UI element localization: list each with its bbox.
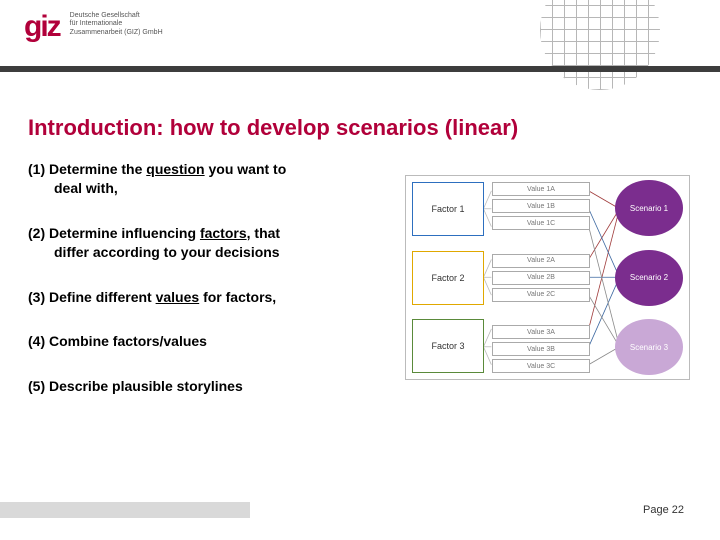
step-num: (3) <box>28 289 45 305</box>
value-box: Value 3B <box>492 342 590 356</box>
header-rule <box>0 66 720 72</box>
step-1: (1) Determine the question you want to d… <box>28 160 388 198</box>
step-text: you want to <box>205 161 287 177</box>
step-text: Describe plausible storylines <box>45 378 243 394</box>
footer-bar <box>0 502 250 518</box>
factors-column: Factor 1 Factor 2 Factor 3 <box>412 182 484 373</box>
value-box: Value 2A <box>492 254 590 268</box>
step-text: for factors, <box>199 289 276 305</box>
values-column: Value 1A Value 1B Value 1C Value 2A Valu… <box>492 182 590 373</box>
step-text: , that <box>247 225 280 241</box>
step-line2: deal with, <box>28 179 388 198</box>
scenario-bubble: Scenario 1 <box>615 180 683 236</box>
factor-box: Factor 2 <box>412 251 484 305</box>
step-4: (4) Combine factors/values <box>28 332 388 351</box>
value-group: Value 3A Value 3B Value 3C <box>492 325 590 373</box>
logo-text-line: Zusammenarbeit (GIZ) GmbH <box>70 29 163 37</box>
scenario-diagram: Factor 1 Factor 2 Factor 3 Value 1A Valu… <box>405 175 690 380</box>
step-text: Define different <box>45 289 155 305</box>
step-5: (5) Describe plausible storylines <box>28 377 388 396</box>
scenario-bubble: Scenario 3 <box>615 319 683 375</box>
value-box: Value 1C <box>492 216 590 230</box>
scenarios-column: Scenario 1 Scenario 2 Scenario 3 <box>615 180 685 375</box>
step-num: (5) <box>28 378 45 394</box>
step-3: (3) Define different values for factors, <box>28 288 388 307</box>
step-line2: differ according to your decisions <box>28 243 388 262</box>
logo-text-line: Deutsche Gesellschaft <box>70 12 163 20</box>
globe-icon <box>540 0 660 90</box>
step-num: (4) <box>28 333 45 349</box>
step-text: Determine the <box>45 161 146 177</box>
step-keyword: values <box>156 289 200 305</box>
factor-box: Factor 3 <box>412 319 484 373</box>
logo-text: Deutsche Gesellschaft für Internationale… <box>70 12 163 37</box>
value-box: Value 1B <box>492 199 590 213</box>
value-group: Value 2A Value 2B Value 2C <box>492 254 590 302</box>
steps-list: (1) Determine the question you want to d… <box>28 160 388 396</box>
value-box: Value 2C <box>492 288 590 302</box>
logo-mark: giz <box>24 12 60 42</box>
step-text: Determine influencing <box>45 225 200 241</box>
step-text: Combine factors/values <box>45 333 207 349</box>
slide: giz Deutsche Gesellschaft für Internatio… <box>0 0 720 540</box>
value-box: Value 3C <box>492 359 590 373</box>
step-keyword: question <box>146 161 204 177</box>
step-keyword: factors <box>200 225 247 241</box>
header: giz Deutsche Gesellschaft für Internatio… <box>0 0 720 70</box>
step-2: (2) Determine influencing factors, that … <box>28 224 388 262</box>
value-box: Value 3A <box>492 325 590 339</box>
value-box: Value 1A <box>492 182 590 196</box>
value-group: Value 1A Value 1B Value 1C <box>492 182 590 230</box>
page-title: Introduction: how to develop scenarios (… <box>28 115 692 141</box>
scenario-bubble: Scenario 2 <box>615 250 683 306</box>
logo-text-line: für Internationale <box>70 20 163 28</box>
step-num: (2) <box>28 225 45 241</box>
step-num: (1) <box>28 161 45 177</box>
page-number: Page 22 <box>643 504 684 516</box>
factor-box: Factor 1 <box>412 182 484 236</box>
value-box: Value 2B <box>492 271 590 285</box>
